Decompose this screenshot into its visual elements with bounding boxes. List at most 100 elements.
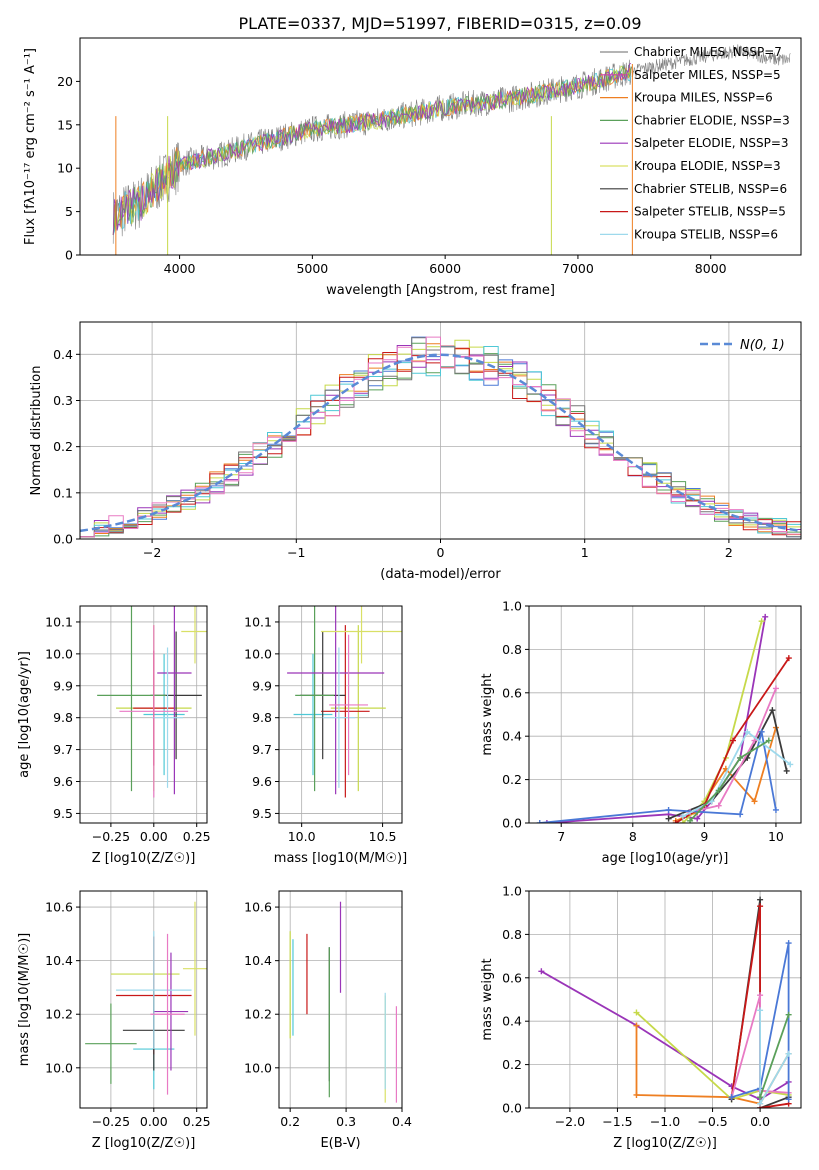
chart-age-vs-mass: 10.0 10.5 9.5 9.6 9.7 9.8 9.9 10.0 10.1 mass [log… [244, 605, 407, 866]
chart-spectrum: Chabrier MILES, NSSP=7 Salpeter MILES, NS… [23, 37, 802, 298]
errorbar-point [153, 952, 189, 1071]
x-tick-label: 5000 [296, 261, 328, 276]
y-axis-label: age [log10(age/yr)] [17, 651, 32, 778]
figure-title: PLATE=0337, MJD=51997, FIBERID=0315, z=0… [238, 14, 641, 33]
series-marker [715, 787, 722, 794]
y-tick-label: 10.2 [244, 1007, 272, 1022]
x-axis-label: mass [log10(M/M☉)] [274, 851, 407, 866]
errorbar-point [182, 901, 207, 1036]
series-marker [737, 811, 744, 818]
x-tick-label: −1.5 [602, 1114, 632, 1129]
y-tick-label: 10.4 [244, 953, 272, 968]
axes-frame [79, 37, 802, 256]
legend-label: Chabrier STELIB, NSSP=6 [634, 182, 787, 196]
x-axis-label: Z [log10(Z/Z☉)] [92, 851, 196, 866]
errorbar-point [330, 625, 386, 792]
y-tick-label: 9.7 [252, 742, 272, 757]
y-axis-label: mass weight [480, 673, 495, 755]
series-marker [758, 618, 765, 625]
legend-label: Salpeter MILES, NSSP=5 [634, 68, 781, 82]
legend-label: Kroupa STELIB, NSSP=6 [634, 227, 778, 241]
series-marker [728, 1094, 735, 1101]
x-tick-label: 10.0 [288, 829, 316, 844]
y-axis-label: mass [log10(M/M☉)] [17, 933, 32, 1066]
series-marker [730, 737, 736, 744]
axes-frame [278, 890, 403, 1109]
errorbar-point [321, 625, 370, 798]
errorbar-point [321, 606, 402, 664]
series-marker [757, 1100, 764, 1107]
x-tick-label: 0 [437, 545, 445, 560]
series-marker [785, 1011, 792, 1018]
y-tick-label: 0.6 [502, 970, 522, 985]
y-tick-label: 0 [65, 248, 73, 263]
series-marker [633, 1009, 640, 1016]
chart-residual-hist: N(0, 1) −2 −1 0 1 2 0.0 0.1 0.2 0.3 0.4 (data-model… [29, 321, 802, 582]
y-tick-label: 9.8 [252, 710, 272, 725]
y-tick-label: 0.2 [53, 439, 73, 454]
legend-label: N(0, 1) [740, 338, 785, 353]
legend-label: Salpeter ELODIE, NSSP=3 [634, 136, 789, 150]
y-tick-label: 0.0 [53, 532, 73, 547]
spectrum-model-line [112, 63, 632, 236]
chart-weight-vs-age: 7 8 9 10 0.0 0.2 0.4 0.6 0.8 1.0 age [log10(age/yr… [480, 599, 802, 866]
x-tick-label: 10 [768, 829, 784, 844]
x-axis-label: E(B-V) [320, 1136, 360, 1151]
x-axis-label: wavelength [Angstrom, rest frame] [326, 283, 555, 298]
y-axis-label: Normed distribution [29, 366, 44, 496]
legend-label: Kroupa ELODIE, NSSP=3 [634, 159, 781, 173]
y-tick-label: 10.0 [45, 1060, 73, 1075]
y-tick-label: 9.5 [252, 806, 272, 821]
series-marker [785, 1050, 792, 1057]
x-tick-label: 0.25 [183, 1114, 211, 1129]
chart-weight-vs-Z: −2.0 −1.5 −1.0 −0.5 0.0 0.0 0.2 0.4 0.6 0.8 1.0 Z [… [480, 884, 802, 1151]
y-tick-label: 0.4 [502, 729, 522, 744]
y-tick-label: 0.0 [502, 1101, 522, 1116]
series-marker [762, 613, 769, 620]
chart-mass-vs-ebv: 0.2 0.3 0.4 10.0 10.2 10.4 10.6 E(B-V) [244, 890, 412, 1151]
plot-area [97, 606, 207, 798]
y-tick-label: 10.6 [244, 900, 272, 915]
x-tick-label: 8 [629, 829, 637, 844]
x-tick-label: 10.5 [369, 829, 397, 844]
errorbar-point [116, 931, 192, 1050]
series-line [546, 616, 767, 823]
x-axis-label: Z [log10(Z/Z☉)] [92, 1136, 196, 1151]
series-line [668, 707, 788, 820]
series-marker [633, 1091, 640, 1098]
series-marker [765, 737, 772, 744]
x-tick-label: 7000 [562, 261, 594, 276]
legend-label: Chabrier MILES, NSSP=7 [634, 45, 782, 59]
y-tick-label: 9.6 [252, 774, 272, 789]
legend-item: Kroupa ELODIE, NSSP=3 [600, 159, 781, 173]
axes-frame [79, 890, 208, 1109]
x-tick-label: −2 [143, 545, 161, 560]
legend-item: Salpeter STELIB, NSSP=5 [600, 205, 786, 219]
chart-mass-vs-Z: −0.25 0.00 0.25 10.0 10.2 10.4 10.6 Z [log10(Z/… [17, 890, 211, 1151]
series-marker [633, 1022, 640, 1029]
y-tick-label: 10.1 [45, 614, 73, 629]
x-axis-label: (data-model)/error [380, 567, 501, 582]
y-tick-label: 0.1 [53, 485, 73, 500]
legend-item: Chabrier MILES, NSSP=7 [600, 45, 782, 59]
x-tick-label: 0.00 [140, 1114, 168, 1129]
x-tick-label: 0.2 [280, 1114, 300, 1129]
spectrum-model-line [112, 65, 632, 236]
y-tick-label: 9.9 [53, 678, 73, 693]
y-tick-label: 10.4 [45, 953, 73, 968]
y-tick-label: 5 [65, 204, 73, 219]
y-tick-label: 0.8 [502, 927, 522, 942]
series-marker [672, 820, 679, 823]
x-tick-label: 0.4 [392, 1114, 412, 1129]
series-marker [785, 1096, 792, 1103]
chart-age-vs-Z: −0.25 0.00 0.25 9.5 9.6 9.7 9.8 9.9 10.0 10.1 Z [l… [17, 605, 211, 866]
errorbar-point [152, 647, 183, 788]
series-marker [665, 815, 672, 822]
y-tick-label: 10.1 [244, 614, 272, 629]
x-tick-label: 1 [581, 545, 589, 560]
y-tick-label: 0.6 [502, 685, 522, 700]
x-tick-label: 0.00 [140, 829, 168, 844]
x-tick-label: 0.0 [750, 1114, 770, 1129]
y-tick-label: 20 [57, 74, 73, 89]
